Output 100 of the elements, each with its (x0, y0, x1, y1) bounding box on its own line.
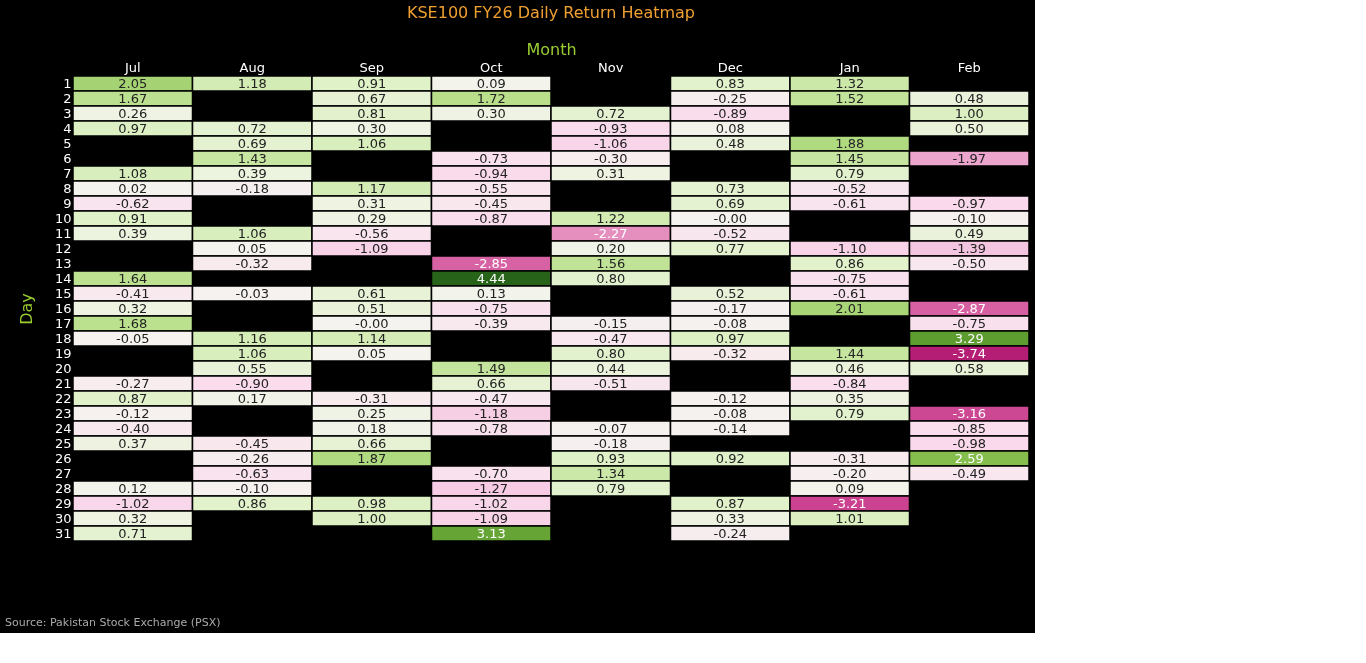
x-tick-label: Feb (957, 59, 981, 75)
data-label: -0.47 (474, 390, 509, 406)
data-label: -0.18 (235, 180, 270, 196)
data-label: 0.52 (715, 285, 745, 301)
data-label: -0.00 (713, 210, 748, 226)
data-label: 1.00 (954, 105, 984, 121)
x-tick-label: Nov (598, 59, 624, 75)
x-axis-title: Month (526, 39, 577, 59)
data-label: 1.44 (835, 345, 865, 361)
x-tick-label: Sep (359, 59, 385, 75)
data-label: 1.22 (596, 210, 626, 226)
data-label: 2.05 (118, 75, 148, 91)
data-label: 0.48 (954, 90, 984, 106)
y-tick-label: 12 (54, 240, 72, 256)
data-label: 1.87 (357, 450, 387, 466)
data-label: -0.61 (832, 285, 867, 301)
data-label: -0.56 (354, 225, 389, 241)
y-tick-label: 10 (54, 210, 72, 226)
data-label: 0.51 (357, 300, 387, 316)
y-tick-label: 31 (54, 525, 72, 541)
data-label: 0.71 (118, 525, 148, 541)
data-label: 1.06 (357, 135, 387, 151)
data-label: 1.06 (237, 345, 267, 361)
data-label: 2.01 (835, 300, 865, 316)
data-label: 0.55 (237, 360, 267, 376)
data-label: -1.97 (952, 150, 987, 166)
data-label: -0.32 (713, 345, 748, 361)
data-label: 1.06 (237, 225, 267, 241)
data-label: 0.79 (835, 405, 865, 421)
data-label: 0.32 (118, 300, 148, 316)
data-label: 0.86 (835, 255, 865, 271)
data-label: 0.77 (715, 240, 745, 256)
data-label: 1.43 (237, 150, 267, 166)
data-label: 0.72 (237, 120, 267, 136)
data-label: 0.09 (835, 480, 865, 496)
data-label: -0.10 (952, 210, 987, 226)
data-label: -0.45 (235, 435, 270, 451)
data-label: -0.52 (713, 225, 748, 241)
data-label: -0.27 (115, 375, 150, 391)
data-label: -1.10 (832, 240, 867, 256)
data-label: 0.49 (954, 225, 984, 241)
y-tick-label: 3 (63, 105, 72, 121)
data-label: -0.32 (235, 255, 270, 271)
data-label: -0.45 (474, 195, 509, 211)
data-label: 0.18 (357, 420, 387, 436)
x-tick-label: Dec (717, 59, 743, 75)
data-label: 0.69 (715, 195, 745, 211)
data-label: 0.83 (715, 75, 745, 91)
y-tick-label: 5 (63, 135, 72, 151)
data-label: -0.78 (474, 420, 509, 436)
y-tick-label: 23 (54, 405, 72, 421)
data-label: -0.94 (474, 165, 509, 181)
data-label: 0.91 (118, 210, 148, 226)
data-label: 1.01 (835, 510, 865, 526)
data-label: -0.25 (713, 90, 748, 106)
data-label: 0.67 (357, 90, 387, 106)
data-label: 1.52 (835, 90, 865, 106)
data-label: -0.75 (832, 270, 867, 286)
data-label: 0.02 (118, 180, 148, 196)
y-tick-label: 8 (63, 180, 72, 196)
data-label: 0.39 (237, 165, 267, 181)
x-tick-label: Oct (480, 59, 503, 75)
data-label: 0.73 (715, 180, 745, 196)
data-label: -1.27 (474, 480, 509, 496)
data-label: 0.80 (596, 270, 626, 286)
y-tick-label: 30 (54, 510, 72, 526)
data-label: -0.51 (593, 375, 628, 391)
y-tick-label: 19 (54, 345, 72, 361)
data-label: -0.31 (354, 390, 389, 406)
data-label: -0.93 (593, 120, 628, 136)
data-label: -2.27 (593, 225, 628, 241)
data-label: 0.31 (357, 195, 387, 211)
data-label: -0.85 (952, 420, 987, 436)
y-tick-label: 7 (63, 165, 72, 181)
y-tick-label: 20 (54, 360, 72, 376)
data-label: 1.49 (476, 360, 506, 376)
data-label: -0.52 (832, 180, 867, 196)
data-label: -0.75 (474, 300, 509, 316)
data-label: -0.08 (713, 315, 748, 331)
data-label: 1.14 (357, 330, 387, 346)
data-label: 0.66 (357, 435, 387, 451)
data-label: -0.50 (952, 255, 987, 271)
y-tick-label: 13 (54, 255, 72, 271)
data-label: -3.74 (952, 345, 987, 361)
data-label: -0.40 (115, 420, 150, 436)
data-label: 1.67 (118, 90, 148, 106)
data-label: 0.08 (715, 120, 745, 136)
data-label: -0.15 (593, 315, 628, 331)
y-tick-label: 2 (63, 90, 72, 106)
data-label: 1.00 (357, 510, 387, 526)
data-label: 0.81 (357, 105, 387, 121)
data-label: 0.32 (118, 510, 148, 526)
data-label: -0.84 (832, 375, 867, 391)
data-label: 0.44 (596, 360, 626, 376)
data-label: 0.30 (476, 105, 506, 121)
data-label: 1.72 (476, 90, 506, 106)
data-label: -0.00 (354, 315, 389, 331)
data-label: 1.64 (118, 270, 148, 286)
y-tick-label: 11 (54, 225, 72, 241)
data-label: -0.31 (832, 450, 867, 466)
